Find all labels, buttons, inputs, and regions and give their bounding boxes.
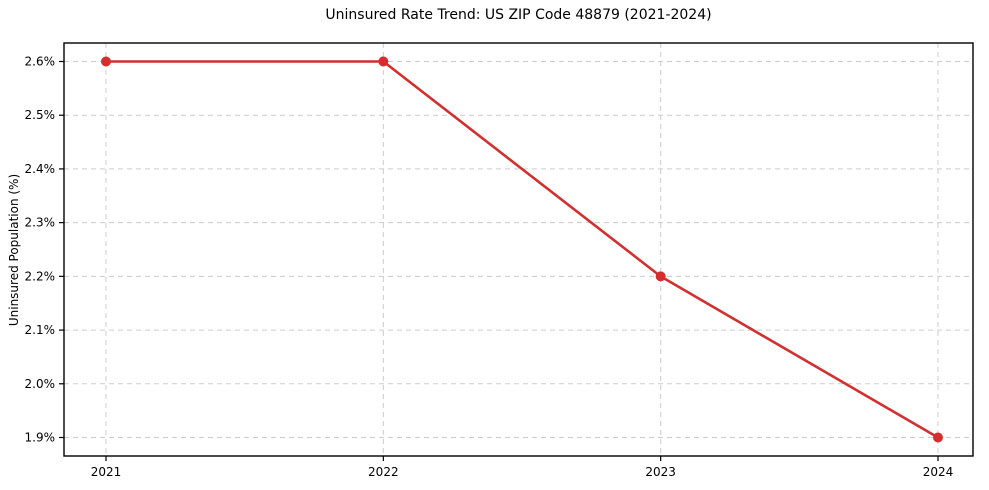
y-tick-label: 2.1% — [25, 323, 56, 337]
plot-border — [63, 42, 974, 457]
y-tick-label: 2.4% — [25, 162, 56, 176]
series-layer — [101, 56, 943, 443]
data-point — [933, 432, 943, 443]
data-point — [101, 56, 111, 67]
y-tick-label: 2.0% — [25, 377, 56, 391]
y-tick-label: 2.3% — [25, 216, 56, 230]
data-point — [655, 271, 666, 282]
x-tick-label: 2024 — [923, 465, 954, 479]
y-tick-label: 1.9% — [25, 431, 56, 445]
chart-title: Uninsured Rate Trend: US ZIP Code 48879 … — [325, 7, 712, 23]
x-tick-label: 2023 — [645, 465, 676, 479]
y-tick-label: 2.5% — [25, 108, 56, 122]
series-line — [106, 60, 939, 439]
y-tick-label: 2.6% — [25, 55, 56, 69]
y-tick-label: 2.2% — [25, 269, 56, 283]
x-tick-label: 2022 — [368, 465, 399, 479]
data-point — [378, 56, 389, 67]
x-tick-label: 2021 — [91, 465, 122, 479]
grid-layer — [64, 43, 973, 456]
axis-layer: 2.6% 2.5% 2.4% 2.3% 2.2% 2.1% 2.0% 1.9% 2021 2022… — [25, 42, 974, 479]
